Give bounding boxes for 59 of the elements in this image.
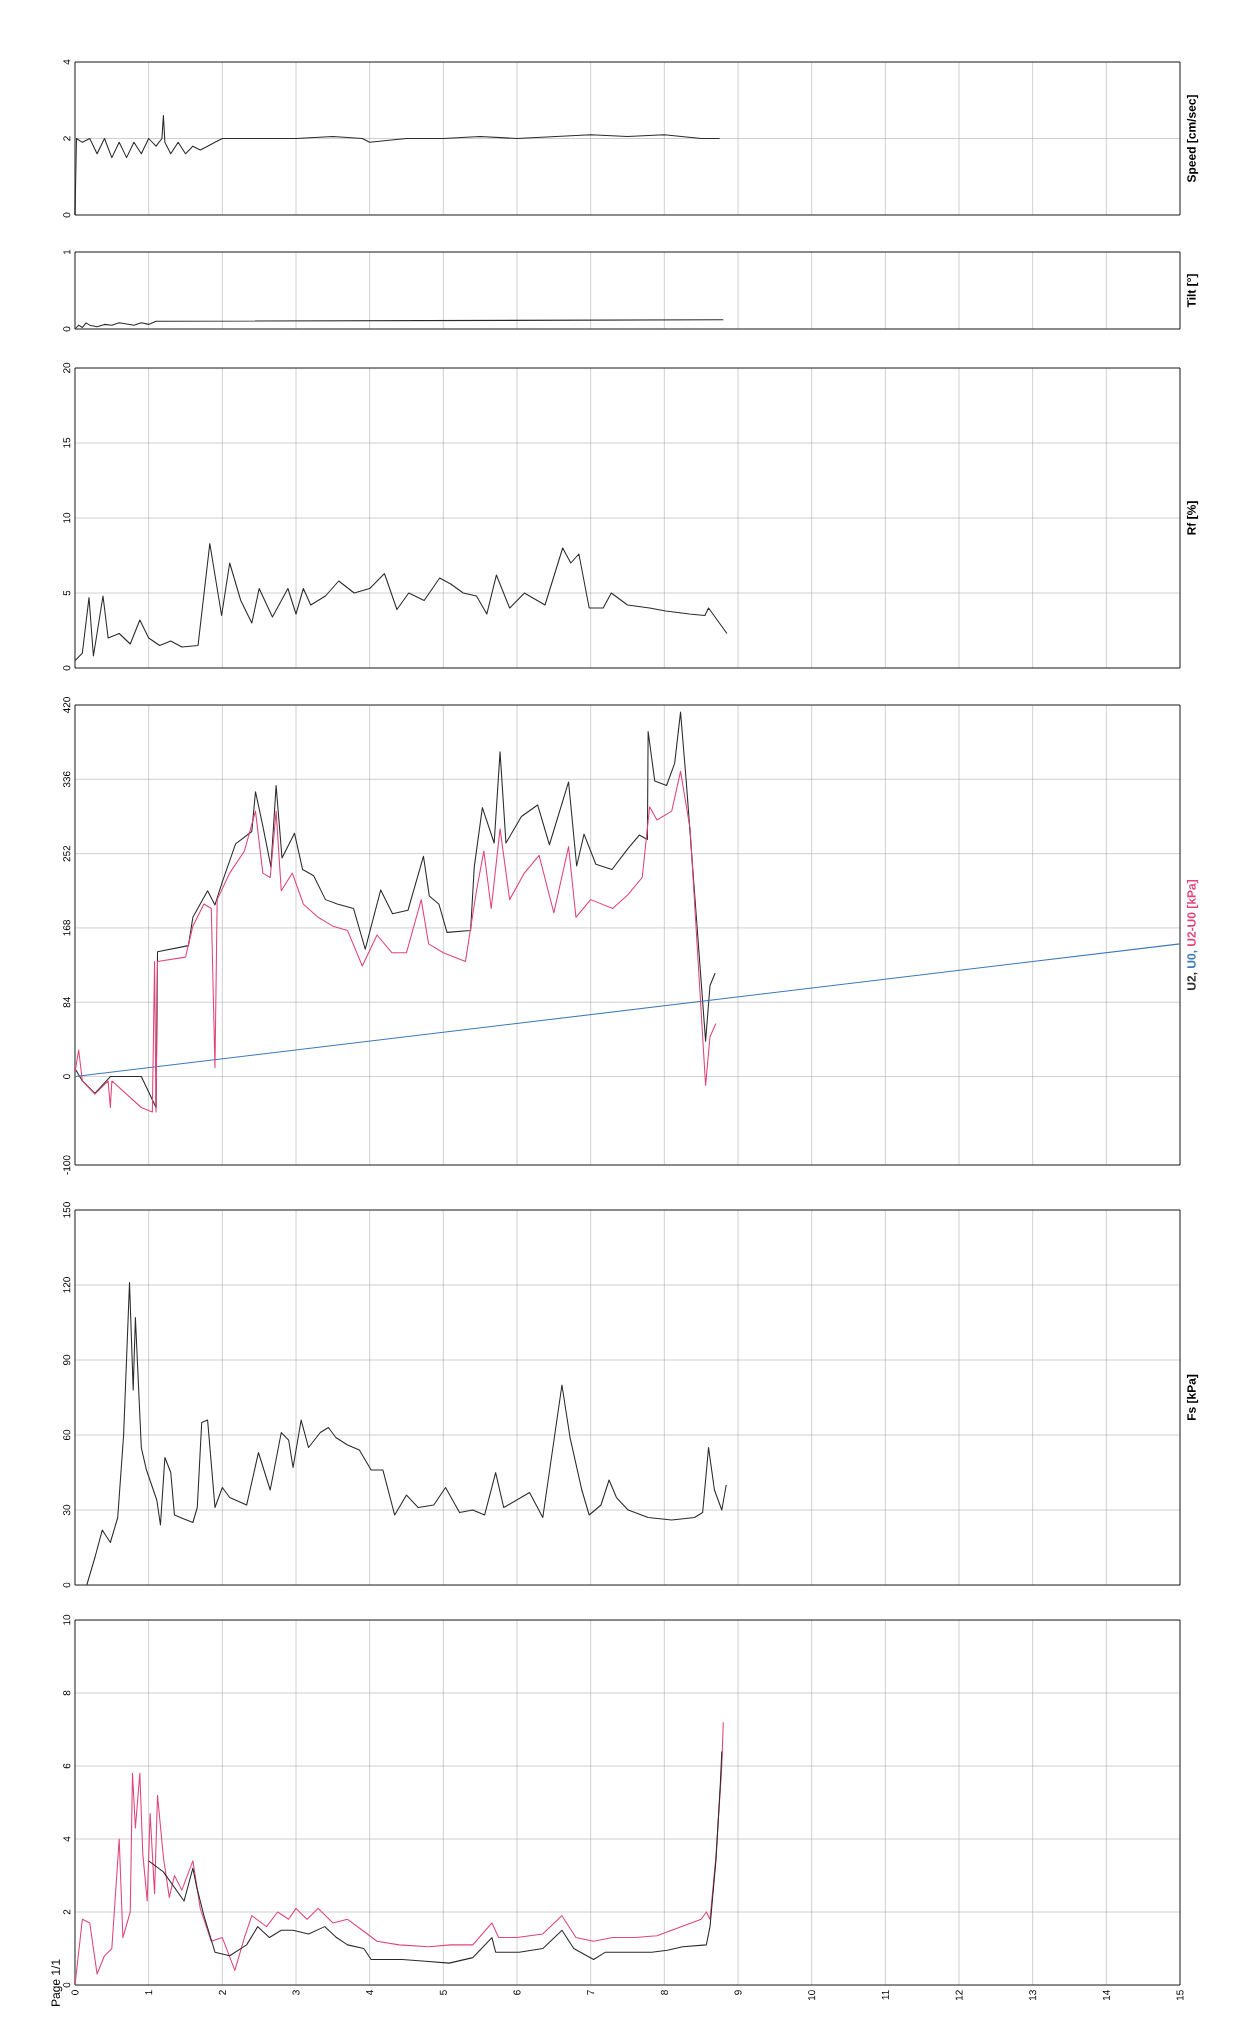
y-tick-label: 84 [63, 996, 71, 1008]
x-tick-label: 11 [881, 1990, 889, 2000]
x-tick-label: 2 [218, 1990, 226, 1995]
x-tick-label: 4 [366, 1990, 374, 1996]
y-tick-label: 0 [63, 665, 71, 671]
y-tick-label: 5 [63, 590, 71, 596]
text: U0, [1187, 950, 1198, 968]
x-tick-label: 12 [955, 1990, 963, 2001]
x-tick-label: 15 [1176, 1990, 1184, 2001]
x-tick-label: 0 [71, 1990, 79, 1995]
x-tick-label: 1 [145, 1990, 153, 1995]
line-series [74, 770, 717, 1113]
y-tick-label: 8 [63, 1690, 71, 1696]
line-series [74, 319, 724, 330]
x-tick-label: 8 [660, 1990, 668, 1995]
text: Page 1/1 [51, 1959, 63, 2006]
y-tick-label: 0 [63, 1074, 71, 1079]
y-tick-label: 150 [63, 1202, 71, 1218]
y-tick-label: 1 [63, 249, 71, 255]
y-tick-label: 60 [63, 1429, 71, 1441]
x-tick-label: 14 [1102, 1990, 1110, 2001]
line-series [74, 542, 728, 662]
y-tick-label: 0 [63, 1982, 71, 1988]
y-tick-label: 2 [63, 136, 71, 141]
x-tick-label: 7 [587, 1990, 595, 1995]
y-tick-label: 0 [63, 326, 71, 332]
x-tick-label: 6 [513, 1990, 521, 1995]
text: U2, [1187, 972, 1198, 990]
y-tick-label: 336 [63, 771, 71, 788]
y-tick-label: 4 [63, 59, 71, 65]
x-tick-label: 5 [439, 1990, 447, 1995]
x-tick-label: 13 [1029, 1990, 1037, 2001]
y-tick-label: 10 [63, 512, 71, 523]
y-tick-label: 6 [63, 1763, 71, 1769]
x-tick-label: 3 [292, 1990, 300, 1995]
y-axis-title: Rf [%] [1186, 501, 1199, 535]
y-tick-label: 168 [63, 920, 71, 936]
y-tick-label: 120 [63, 1277, 71, 1293]
y-tick-label: 15 [63, 437, 71, 448]
y-tick-label: 4 [63, 1836, 71, 1842]
y-tick-label: 0 [63, 212, 71, 218]
y-tick-label: 420 [63, 697, 71, 714]
y-axis-title: Speed [cm/sec] [1186, 95, 1199, 183]
y-tick-label: -100 [63, 1155, 71, 1175]
y-tick-label: 20 [63, 362, 71, 374]
text: U2-U0 [kPa] [1186, 880, 1199, 946]
x-tick-label: 9 [734, 1990, 742, 1995]
y-tick-label: 10 [63, 1614, 71, 1625]
line-series [86, 1281, 727, 1586]
y-tick-label: 0 [63, 1582, 71, 1588]
y-axis-title: Fs [kPa] [1186, 1374, 1199, 1421]
y-tick-label: 252 [63, 845, 71, 862]
line-series [74, 1721, 724, 1986]
line-series [74, 711, 716, 1109]
x-tick-label: 10 [808, 1990, 816, 2001]
y-axis-title: Tilt [°] [1186, 274, 1199, 308]
y-tick-label: 30 [63, 1504, 71, 1516]
y-tick-label: 2 [63, 1909, 71, 1915]
y-tick-label: 90 [63, 1354, 71, 1366]
